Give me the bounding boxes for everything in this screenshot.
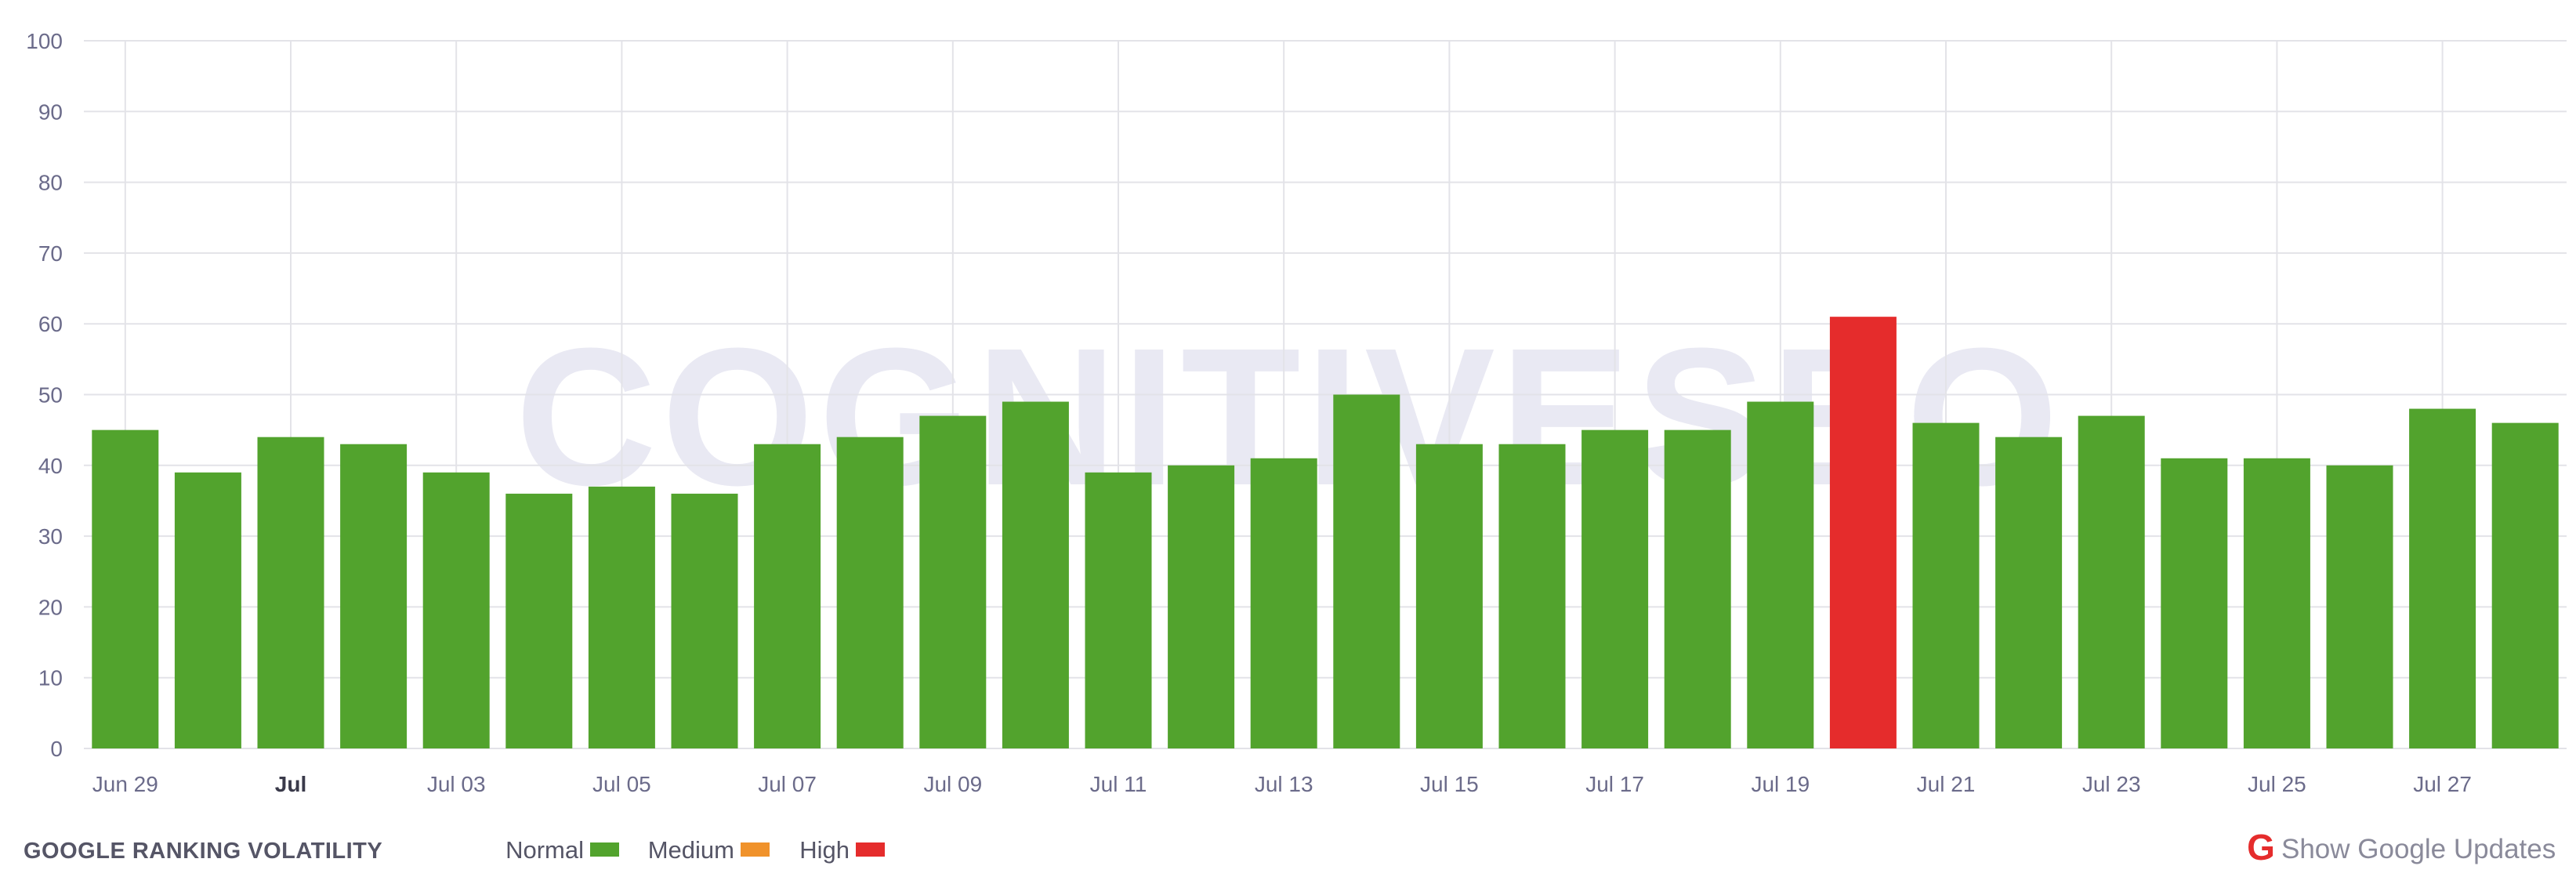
bar-jul-27[interactable]: [2409, 408, 2476, 748]
legend-swatch[interactable]: [590, 842, 619, 857]
y-axis: 0 10 20 30 40 50 60 70 80 90 100: [26, 29, 63, 761]
show-google-updates-button[interactable]: G Show Google Updates: [2247, 827, 2556, 868]
bar-jul-09[interactable]: [919, 415, 987, 748]
bar-jul-25[interactable]: [2243, 458, 2310, 748]
bar-jul-28[interactable]: [2491, 422, 2559, 748]
legend-item-high[interactable]: High: [799, 836, 885, 864]
bar-jul-23[interactable]: [2078, 415, 2145, 748]
bar-jul-06[interactable]: [671, 493, 738, 748]
x-tick-label: Jul 15: [1420, 772, 1479, 796]
show-google-updates-label[interactable]: Show Google Updates: [2281, 834, 2556, 864]
y-tick-label: 40: [38, 454, 63, 478]
x-tick-label: Jul 09: [923, 772, 982, 796]
bar-jul-20[interactable]: [1829, 317, 1897, 748]
x-tick-label: Jul: [275, 772, 306, 796]
bar-jul-11[interactable]: [1085, 472, 1152, 748]
bar-jul-01[interactable]: [257, 437, 324, 748]
legend-swatch[interactable]: [856, 842, 885, 857]
chart-title: GOOGLE RANKING VOLATILITY: [24, 839, 382, 864]
bar-jun-30[interactable]: [174, 472, 241, 748]
x-tick-label: Jul 25: [2248, 772, 2306, 796]
y-tick-label: 0: [50, 737, 63, 761]
bar-jul-02[interactable]: [340, 444, 408, 748]
legend-swatch[interactable]: [741, 842, 770, 857]
x-tick-label: Jul 05: [592, 772, 651, 796]
legend-item-medium[interactable]: Medium: [648, 836, 770, 864]
bar-jul-17[interactable]: [1581, 429, 1649, 748]
legend: Normal Medium High: [505, 836, 885, 864]
legend-item-normal[interactable]: Normal: [505, 836, 619, 864]
y-tick-label: 30: [38, 524, 63, 549]
x-tick-label: Jul 19: [1751, 772, 1810, 796]
chart-footer: GOOGLE RANKING VOLATILITY Normal Medium Hi…: [24, 827, 2556, 868]
y-tick-label: 100: [26, 29, 63, 53]
bars: [92, 317, 2559, 749]
bar-jul-24[interactable]: [2161, 458, 2228, 748]
x-tick-label: Jul 07: [758, 772, 817, 796]
bar-jul-21[interactable]: [1912, 422, 1980, 748]
x-tick-label: Jul 27: [2413, 772, 2472, 796]
y-tick-label: 70: [38, 241, 63, 266]
bar-jul-16[interactable]: [1498, 444, 1566, 748]
bar-jul-07[interactable]: [754, 444, 821, 748]
y-tick-label: 90: [38, 100, 63, 124]
y-tick-label: 80: [38, 171, 63, 195]
bar-jun-29[interactable]: [92, 429, 159, 748]
legend-label[interactable]: Normal: [505, 836, 584, 864]
y-tick-label: 10: [38, 666, 63, 690]
bar-jul-22[interactable]: [1995, 437, 2063, 748]
x-tick-label: Jul 13: [1255, 772, 1313, 796]
legend-label[interactable]: Medium: [648, 836, 734, 864]
bar-jul-18[interactable]: [1664, 429, 1731, 748]
x-tick-label: Jul 23: [2082, 772, 2141, 796]
bar-jul-04[interactable]: [505, 493, 573, 748]
bar-jul-10[interactable]: [1002, 401, 1069, 748]
bar-jul-08[interactable]: [836, 437, 904, 748]
y-tick-label: 50: [38, 383, 63, 408]
bar-jul-14[interactable]: [1333, 394, 1400, 749]
x-tick-label: Jul 17: [1585, 772, 1644, 796]
bar-jul-19[interactable]: [1747, 401, 1814, 748]
bar-jul-12[interactable]: [1168, 465, 1235, 748]
bar-jul-13[interactable]: [1250, 458, 1317, 748]
x-axis: Jun 29 Jul Jul 03 Jul 05 Jul 07 Jul 09 Jul 11 J…: [92, 772, 2472, 796]
bar-jul-05[interactable]: [588, 486, 655, 748]
google-g-icon[interactable]: G: [2247, 827, 2275, 868]
bar-jul-15[interactable]: [1415, 444, 1483, 748]
bar-jul-03[interactable]: [422, 472, 490, 748]
x-tick-label: Jul 11: [1090, 772, 1147, 796]
bar-jul-26[interactable]: [2326, 465, 2393, 748]
y-tick-label: 20: [38, 595, 63, 619]
x-tick-label: Jul 03: [427, 772, 486, 796]
x-tick-label: Jun 29: [92, 772, 158, 796]
legend-label[interactable]: High: [799, 836, 850, 864]
x-tick-label: Jul 21: [1917, 772, 1976, 796]
y-tick-label: 60: [38, 312, 63, 336]
